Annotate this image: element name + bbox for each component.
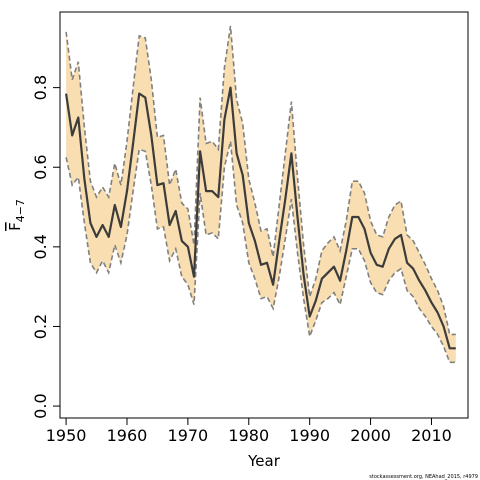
y-tick-label: 0.6 (31, 154, 50, 179)
estimate-line-group (65, 86, 456, 350)
confidence-band-fill (66, 25, 456, 363)
x-tick-label: 1980 (228, 426, 269, 445)
estimate-line (65, 86, 456, 350)
footnote: stockassessment.org, NEAhad_2015, r4979 (369, 474, 478, 480)
upper-bound-line (65, 25, 456, 336)
x-tick-label: 2010 (411, 426, 452, 445)
y-tick-label: 0.8 (31, 75, 50, 100)
y-axis-title-group: F4−7 (6, 199, 27, 231)
x-tick-label: 1960 (107, 426, 148, 445)
y-axis-title-subscript: 4−7 (14, 199, 27, 222)
y-tick-label: 0.4 (31, 234, 50, 259)
x-tick-label: 2000 (350, 426, 391, 445)
x-axis: 1950 1960 1970 1980 1990 2000 2010 (46, 418, 452, 445)
confidence-band (65, 25, 456, 364)
x-tick-label: 1990 (289, 426, 330, 445)
y-tick-label: 0.0 (31, 393, 50, 418)
y-axis-title-main: F (6, 222, 24, 231)
x-tick-label: 1950 (46, 426, 87, 445)
lower-bound-line (65, 141, 456, 364)
x-axis-title: Year (247, 452, 281, 470)
y-axis: 0.0 0.2 0.4 0.6 0.8 (31, 75, 60, 419)
y-axis-title: F4−7 (6, 199, 27, 231)
plot-frame (59, 11, 469, 419)
x-tick-label: 1970 (168, 426, 209, 445)
y-tick-label: 0.2 (31, 314, 50, 339)
